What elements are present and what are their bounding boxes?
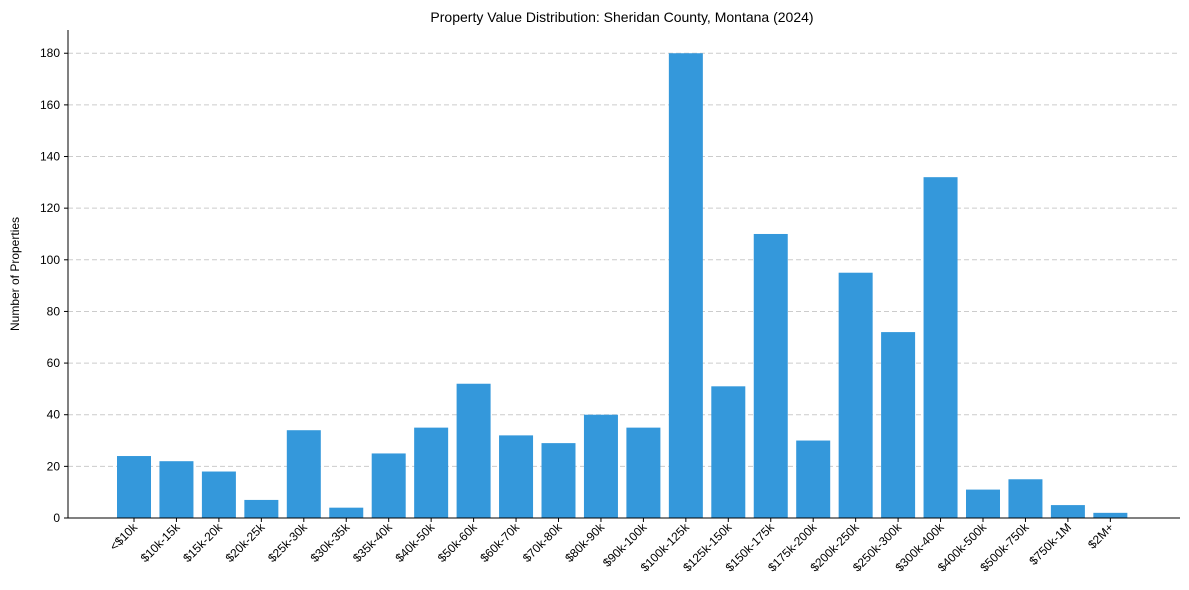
x-tick-label: $750k-1M [1026,520,1074,568]
y-tick-label: 100 [40,253,60,267]
x-tick-label: $40k-50k [392,520,438,566]
x-tick-label: $15k-20k [180,520,226,566]
bar [201,471,236,518]
bar [371,453,406,518]
x-tick-label: $70k-80k [520,520,566,566]
bar [456,383,491,518]
bar [1093,512,1128,518]
y-tick-label: 180 [40,46,60,60]
bar [753,233,788,519]
y-tick-label: 60 [47,356,61,370]
bar [329,507,364,518]
x-ticks: <$10k$10k-15k$15k-20k$20k-25k$25k-30k$30… [107,518,1116,574]
bars [117,53,1128,519]
x-tick-label: $25k-30k [265,520,311,566]
bar [796,440,831,518]
axes [67,30,1180,519]
y-tick-label: 140 [40,150,60,164]
bar [1050,505,1085,518]
x-tick-label: $30k-35k [308,520,354,566]
bar [881,332,916,518]
x-tick-label: $10k-15k [138,520,184,566]
bar [923,177,958,518]
bar [117,456,151,518]
y-gridlines [68,52,1180,467]
bar [583,414,618,518]
bar [414,427,449,518]
x-tick-label: $20k-25k [223,520,269,566]
bar [838,272,873,518]
bar [668,53,703,518]
bar [626,427,661,518]
bar [711,386,746,518]
bar [1008,479,1043,518]
y-tick-label: 160 [40,98,60,112]
y-ticks: 0 20 40 60 80 100 120 140 160 180 [40,46,68,525]
bar [966,489,1000,518]
x-tick-label: $60k-70k [477,520,523,566]
x-tick-label: $50k-60k [435,520,481,566]
x-tick-label: $2M+ [1085,520,1116,551]
bar [286,430,321,518]
bar [499,435,534,518]
y-axis-label: Number of Properties [8,217,22,331]
bar [159,461,194,518]
y-tick-label: 120 [40,201,60,215]
y-tick-label: 0 [53,511,60,525]
bar [244,499,279,518]
x-tick-label: <$10k [107,520,141,554]
bar [541,443,576,518]
y-tick-label: 20 [47,459,61,473]
x-tick-label: $35k-40k [350,520,396,566]
y-tick-label: 80 [47,304,61,318]
y-tick-label: 40 [47,408,61,422]
chart-title: Property Value Distribution: Sheridan Co… [430,9,813,25]
